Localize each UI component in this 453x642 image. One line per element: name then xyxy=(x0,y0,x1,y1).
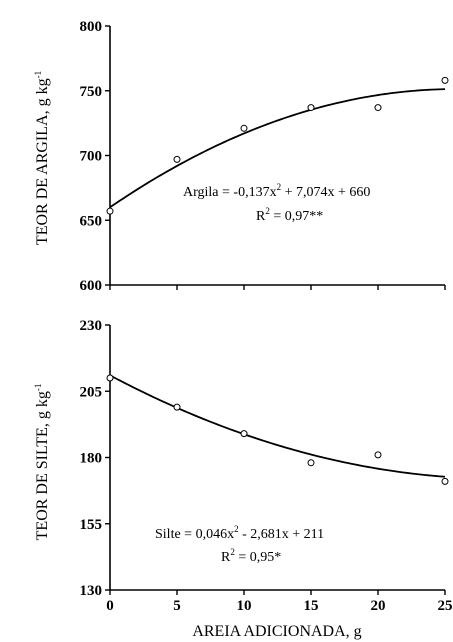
data-point xyxy=(374,451,382,459)
data-point xyxy=(106,374,114,382)
y-tick-label: 650 xyxy=(80,213,103,229)
data-point xyxy=(374,104,382,112)
data-point xyxy=(441,477,449,485)
data-point xyxy=(106,207,114,215)
x-tick-label: 25 xyxy=(438,598,453,614)
silt-panel: 130 155 180 205 230 0 5 10 15 20 25 TEOR DE SILTE… xyxy=(33,318,453,640)
x-axis-label: AREIA ADICIONADA, g xyxy=(192,623,361,640)
silt-y-axis-label: TEOR DE SILTE, g kg-1 xyxy=(33,384,51,541)
y-tick-label: 230 xyxy=(80,318,103,334)
x-tick-label: 0 xyxy=(106,598,114,614)
silt-r-squared: R2 = 0,95* xyxy=(221,547,281,565)
data-point xyxy=(307,104,315,112)
clay-data-points xyxy=(106,76,449,215)
clay-axes xyxy=(109,26,446,290)
clay-r-squared: R2 = 0,97** xyxy=(256,206,323,224)
data-point xyxy=(173,403,181,411)
silt-x-ticks: 0 5 10 15 20 25 xyxy=(106,590,453,614)
y-tick-label: 800 xyxy=(80,19,103,35)
data-point xyxy=(441,76,449,84)
y-tick-label: 180 xyxy=(80,451,103,467)
y-tick-label: 750 xyxy=(80,84,103,100)
silt-data-points xyxy=(106,374,449,485)
silt-equation: Silte = 0,046x2 - 2,681x + 211 xyxy=(155,524,324,542)
x-tick-label: 20 xyxy=(371,598,386,614)
y-tick-label: 700 xyxy=(80,149,103,165)
clay-fit-curve xyxy=(109,88,446,209)
silt-fit-curve xyxy=(109,374,446,478)
data-point xyxy=(307,459,315,467)
clay-y-ticks: 600 650 700 750 800 xyxy=(80,19,110,294)
data-point xyxy=(240,430,248,438)
silt-y-ticks: 130 155 180 205 230 xyxy=(80,318,110,599)
x-tick-label: 10 xyxy=(237,598,252,614)
y-tick-label: 205 xyxy=(80,384,103,400)
y-tick-label: 155 xyxy=(80,517,103,533)
clay-equation: Argila = -0,137x2 + 7,074x + 660 xyxy=(183,182,370,200)
y-tick-label: 130 xyxy=(80,583,103,599)
x-tick-label: 15 xyxy=(304,598,319,614)
clay-y-axis-label: TEOR DE ARGILA, g kg-1 xyxy=(33,71,51,245)
data-point xyxy=(240,124,248,132)
clay-panel: 600 650 700 750 800 TEOR DE ARGILA, g kg-1 A… xyxy=(33,19,449,294)
data-point xyxy=(173,155,181,163)
x-tick-label: 5 xyxy=(173,598,181,614)
y-tick-label: 600 xyxy=(80,278,103,294)
